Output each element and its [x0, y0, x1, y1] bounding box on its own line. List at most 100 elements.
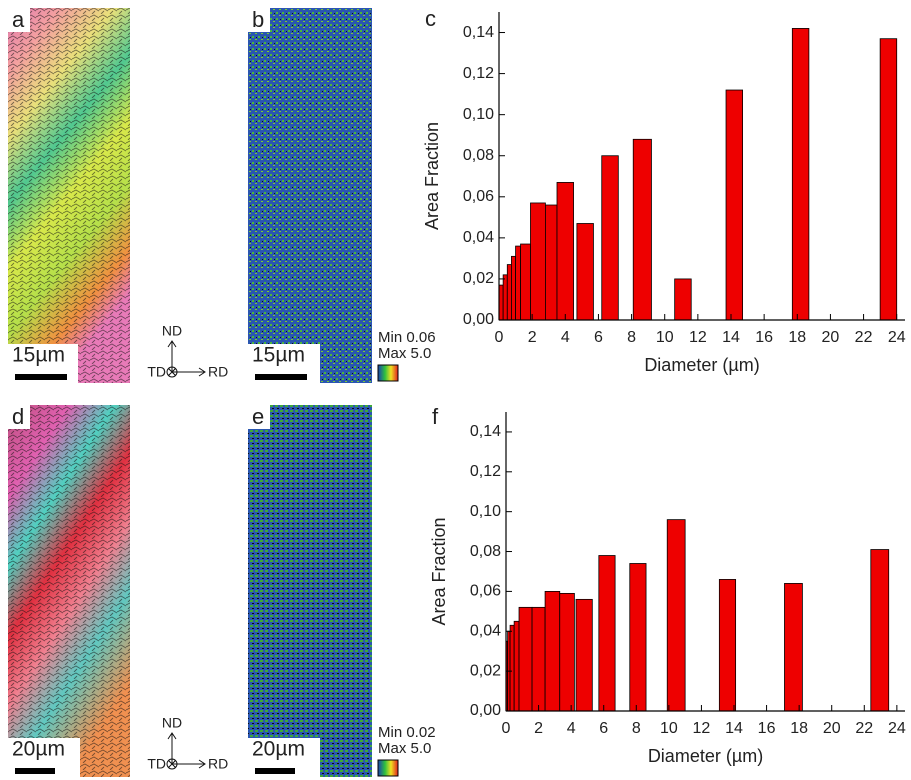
y-tick-label: 0,02 — [463, 270, 494, 287]
y-axis-label: Area Fraction — [429, 517, 449, 625]
axis-nd: ND — [162, 715, 182, 731]
scale-bar — [255, 768, 295, 774]
bar — [556, 182, 574, 321]
scale-bar-label: 20µm — [12, 738, 65, 761]
bar — [674, 278, 692, 321]
bar — [718, 579, 737, 712]
x-tick-label: 24 — [888, 720, 906, 737]
bar — [511, 255, 516, 321]
bar — [502, 274, 508, 321]
scale-bar-label: 15µm — [12, 344, 65, 367]
y-tick-label: 0,08 — [470, 543, 501, 560]
axis-td: TD — [147, 756, 166, 772]
kam-map — [248, 8, 372, 383]
x-tick-label: 20 — [822, 329, 840, 346]
axis-rd: RD — [208, 364, 228, 380]
panel-label: f — [432, 404, 439, 429]
panel-label: b — [252, 7, 264, 32]
bar — [559, 592, 575, 712]
bar — [784, 583, 803, 712]
kam-map — [248, 405, 372, 777]
panel-label: a — [12, 7, 25, 32]
x-tick-label: 18 — [788, 329, 806, 346]
y-tick-label: 0,12 — [470, 463, 501, 480]
y-tick-label: 0,00 — [470, 702, 501, 719]
x-tick-label: 20 — [823, 720, 841, 737]
scale-bar — [15, 768, 55, 774]
y-tick-label: 0,10 — [470, 503, 501, 520]
y-tick-label: 0,14 — [463, 24, 494, 41]
x-tick-label: 6 — [594, 329, 603, 346]
y-tick-label: 0,00 — [463, 311, 494, 328]
bar — [632, 138, 652, 321]
x-tick-label: 22 — [855, 720, 873, 737]
bar — [515, 245, 521, 321]
scale-bar — [15, 374, 67, 380]
x-tick-label: 22 — [855, 329, 873, 346]
x-tick-label: 2 — [534, 720, 543, 737]
bar — [870, 549, 890, 712]
bar — [601, 155, 619, 321]
y-tick-label: 0,06 — [470, 583, 501, 600]
colorbar — [377, 759, 399, 777]
x-tick-label: 4 — [561, 329, 570, 346]
x-tick-label: 10 — [656, 329, 674, 346]
label-bg — [248, 8, 270, 32]
y-axis-label: Area Fraction — [422, 122, 442, 230]
bar — [513, 620, 520, 712]
label-bg — [8, 405, 30, 429]
bar — [498, 284, 504, 321]
x-tick-label: 0 — [502, 720, 511, 737]
bar — [879, 38, 898, 321]
bar — [544, 591, 561, 712]
y-tick-label: 0,06 — [463, 188, 494, 205]
bar — [666, 519, 686, 712]
x-axis-label: Diameter (µm) — [644, 355, 759, 375]
y-tick-label: 0,04 — [470, 622, 501, 639]
axis-td: TD — [147, 364, 166, 380]
bar — [518, 606, 533, 712]
label-bg — [248, 405, 270, 429]
x-tick-label: 6 — [599, 720, 608, 737]
colorbar-max: Max 5.0 — [378, 740, 431, 757]
x-tick-label: 24 — [888, 329, 906, 346]
x-tick-label: 2 — [528, 329, 537, 346]
x-tick-label: 8 — [627, 329, 636, 346]
bar — [506, 264, 512, 321]
x-tick-label: 16 — [755, 329, 773, 346]
y-tick-label: 0,10 — [463, 106, 494, 123]
y-tick-label: 0,14 — [470, 423, 501, 440]
x-tick-label: 18 — [790, 720, 808, 737]
x-tick-label: 4 — [567, 720, 576, 737]
bar — [576, 223, 594, 321]
bar — [629, 563, 647, 712]
colorbar-max: Max 5.0 — [378, 345, 431, 362]
y-tick-label: 0,08 — [463, 147, 494, 164]
x-tick-label: 12 — [693, 720, 711, 737]
panel-label: d — [12, 404, 24, 429]
colorbar — [377, 364, 399, 382]
scale-bar-label: 15µm — [252, 344, 305, 367]
scale-bar — [255, 374, 307, 380]
x-tick-label: 12 — [689, 329, 707, 346]
colorbar-min: Min 0.06 — [378, 329, 436, 346]
x-tick-label: 8 — [632, 720, 641, 737]
x-tick-label: 14 — [722, 329, 740, 346]
y-tick-label: 0,12 — [463, 65, 494, 82]
bar — [531, 606, 546, 712]
x-tick-label: 0 — [495, 329, 504, 346]
bar — [575, 598, 593, 712]
y-tick-label: 0,04 — [463, 229, 494, 246]
bar — [791, 28, 810, 321]
y-tick-label: 0,02 — [470, 662, 501, 679]
colorbar-min: Min 0.02 — [378, 724, 436, 741]
x-axis-label: Diameter (µm) — [648, 746, 763, 766]
axis-rd: RD — [208, 756, 228, 772]
bar — [509, 624, 515, 712]
grain-boundaries — [8, 8, 130, 383]
panel-label: c — [425, 6, 436, 31]
grain-boundaries — [8, 405, 130, 777]
bar — [725, 89, 743, 321]
x-tick-label: 14 — [725, 720, 743, 737]
